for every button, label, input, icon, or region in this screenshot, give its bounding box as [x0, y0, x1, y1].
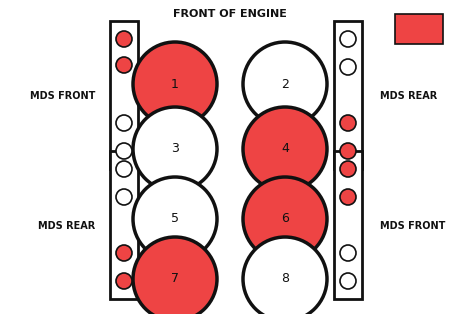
Text: 4: 4 — [281, 143, 289, 155]
Text: MDS FRONT: MDS FRONT — [380, 221, 446, 231]
Text: 1: 1 — [171, 78, 179, 90]
Text: MDS REAR: MDS REAR — [380, 91, 437, 101]
Circle shape — [340, 273, 356, 289]
Circle shape — [340, 189, 356, 205]
Circle shape — [133, 42, 217, 126]
Circle shape — [116, 57, 132, 73]
Circle shape — [116, 115, 132, 131]
Circle shape — [340, 115, 356, 131]
Circle shape — [340, 59, 356, 75]
Bar — [395, 14, 443, 44]
Text: 5: 5 — [171, 213, 179, 225]
Bar — [110, 21, 138, 169]
Circle shape — [243, 237, 327, 314]
Circle shape — [243, 42, 327, 126]
Circle shape — [116, 189, 132, 205]
Circle shape — [133, 107, 217, 191]
Text: 8: 8 — [281, 273, 289, 285]
Text: 3: 3 — [171, 143, 179, 155]
Circle shape — [133, 237, 217, 314]
Circle shape — [243, 177, 327, 261]
Bar — [334, 21, 362, 169]
Text: MDS FRONT: MDS FRONT — [29, 91, 95, 101]
Text: 7: 7 — [171, 273, 179, 285]
Text: 2: 2 — [281, 78, 289, 90]
Text: FRONT OF ENGINE: FRONT OF ENGINE — [173, 9, 287, 19]
Circle shape — [116, 161, 132, 177]
Bar — [334, 151, 362, 299]
Circle shape — [340, 161, 356, 177]
Circle shape — [116, 31, 132, 47]
Text: MDS REAR: MDS REAR — [38, 221, 95, 231]
Bar — [110, 151, 138, 299]
Circle shape — [133, 177, 217, 261]
Circle shape — [116, 245, 132, 261]
Text: 6: 6 — [281, 213, 289, 225]
Circle shape — [116, 273, 132, 289]
Circle shape — [340, 31, 356, 47]
Circle shape — [243, 107, 327, 191]
Circle shape — [340, 143, 356, 159]
Circle shape — [116, 143, 132, 159]
Circle shape — [340, 245, 356, 261]
